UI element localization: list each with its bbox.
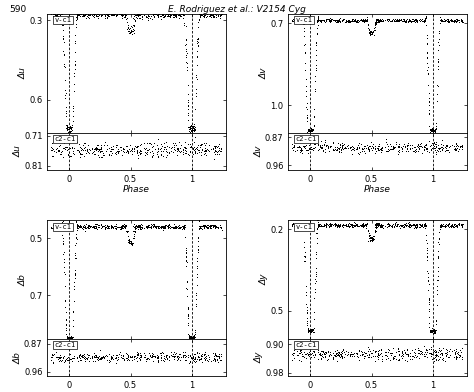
Text: c2-c1: c2-c1 bbox=[295, 136, 317, 142]
Y-axis label: Δv: Δv bbox=[260, 67, 269, 79]
Y-axis label: Δy: Δy bbox=[255, 352, 264, 363]
Text: v-c1: v-c1 bbox=[295, 223, 312, 230]
Text: v-c1: v-c1 bbox=[55, 223, 72, 230]
Text: c2-c1: c2-c1 bbox=[55, 342, 76, 348]
Text: v-c1: v-c1 bbox=[55, 17, 72, 23]
Y-axis label: Δb: Δb bbox=[14, 352, 23, 364]
Y-axis label: Δy: Δy bbox=[260, 274, 269, 285]
Y-axis label: Δu: Δu bbox=[19, 67, 28, 79]
Text: E. Rodriguez et al.: V2154 Cyg: E. Rodriguez et al.: V2154 Cyg bbox=[168, 5, 306, 14]
Text: 590: 590 bbox=[9, 5, 27, 14]
X-axis label: Phase: Phase bbox=[123, 185, 150, 194]
Text: c2-c1: c2-c1 bbox=[295, 342, 317, 348]
Y-axis label: Δu: Δu bbox=[14, 145, 23, 157]
Y-axis label: Δv: Δv bbox=[255, 146, 264, 157]
Text: v-c1: v-c1 bbox=[295, 17, 312, 23]
X-axis label: Phase: Phase bbox=[364, 185, 391, 194]
Text: c2-c1: c2-c1 bbox=[55, 136, 76, 142]
Y-axis label: Δb: Δb bbox=[19, 274, 28, 285]
